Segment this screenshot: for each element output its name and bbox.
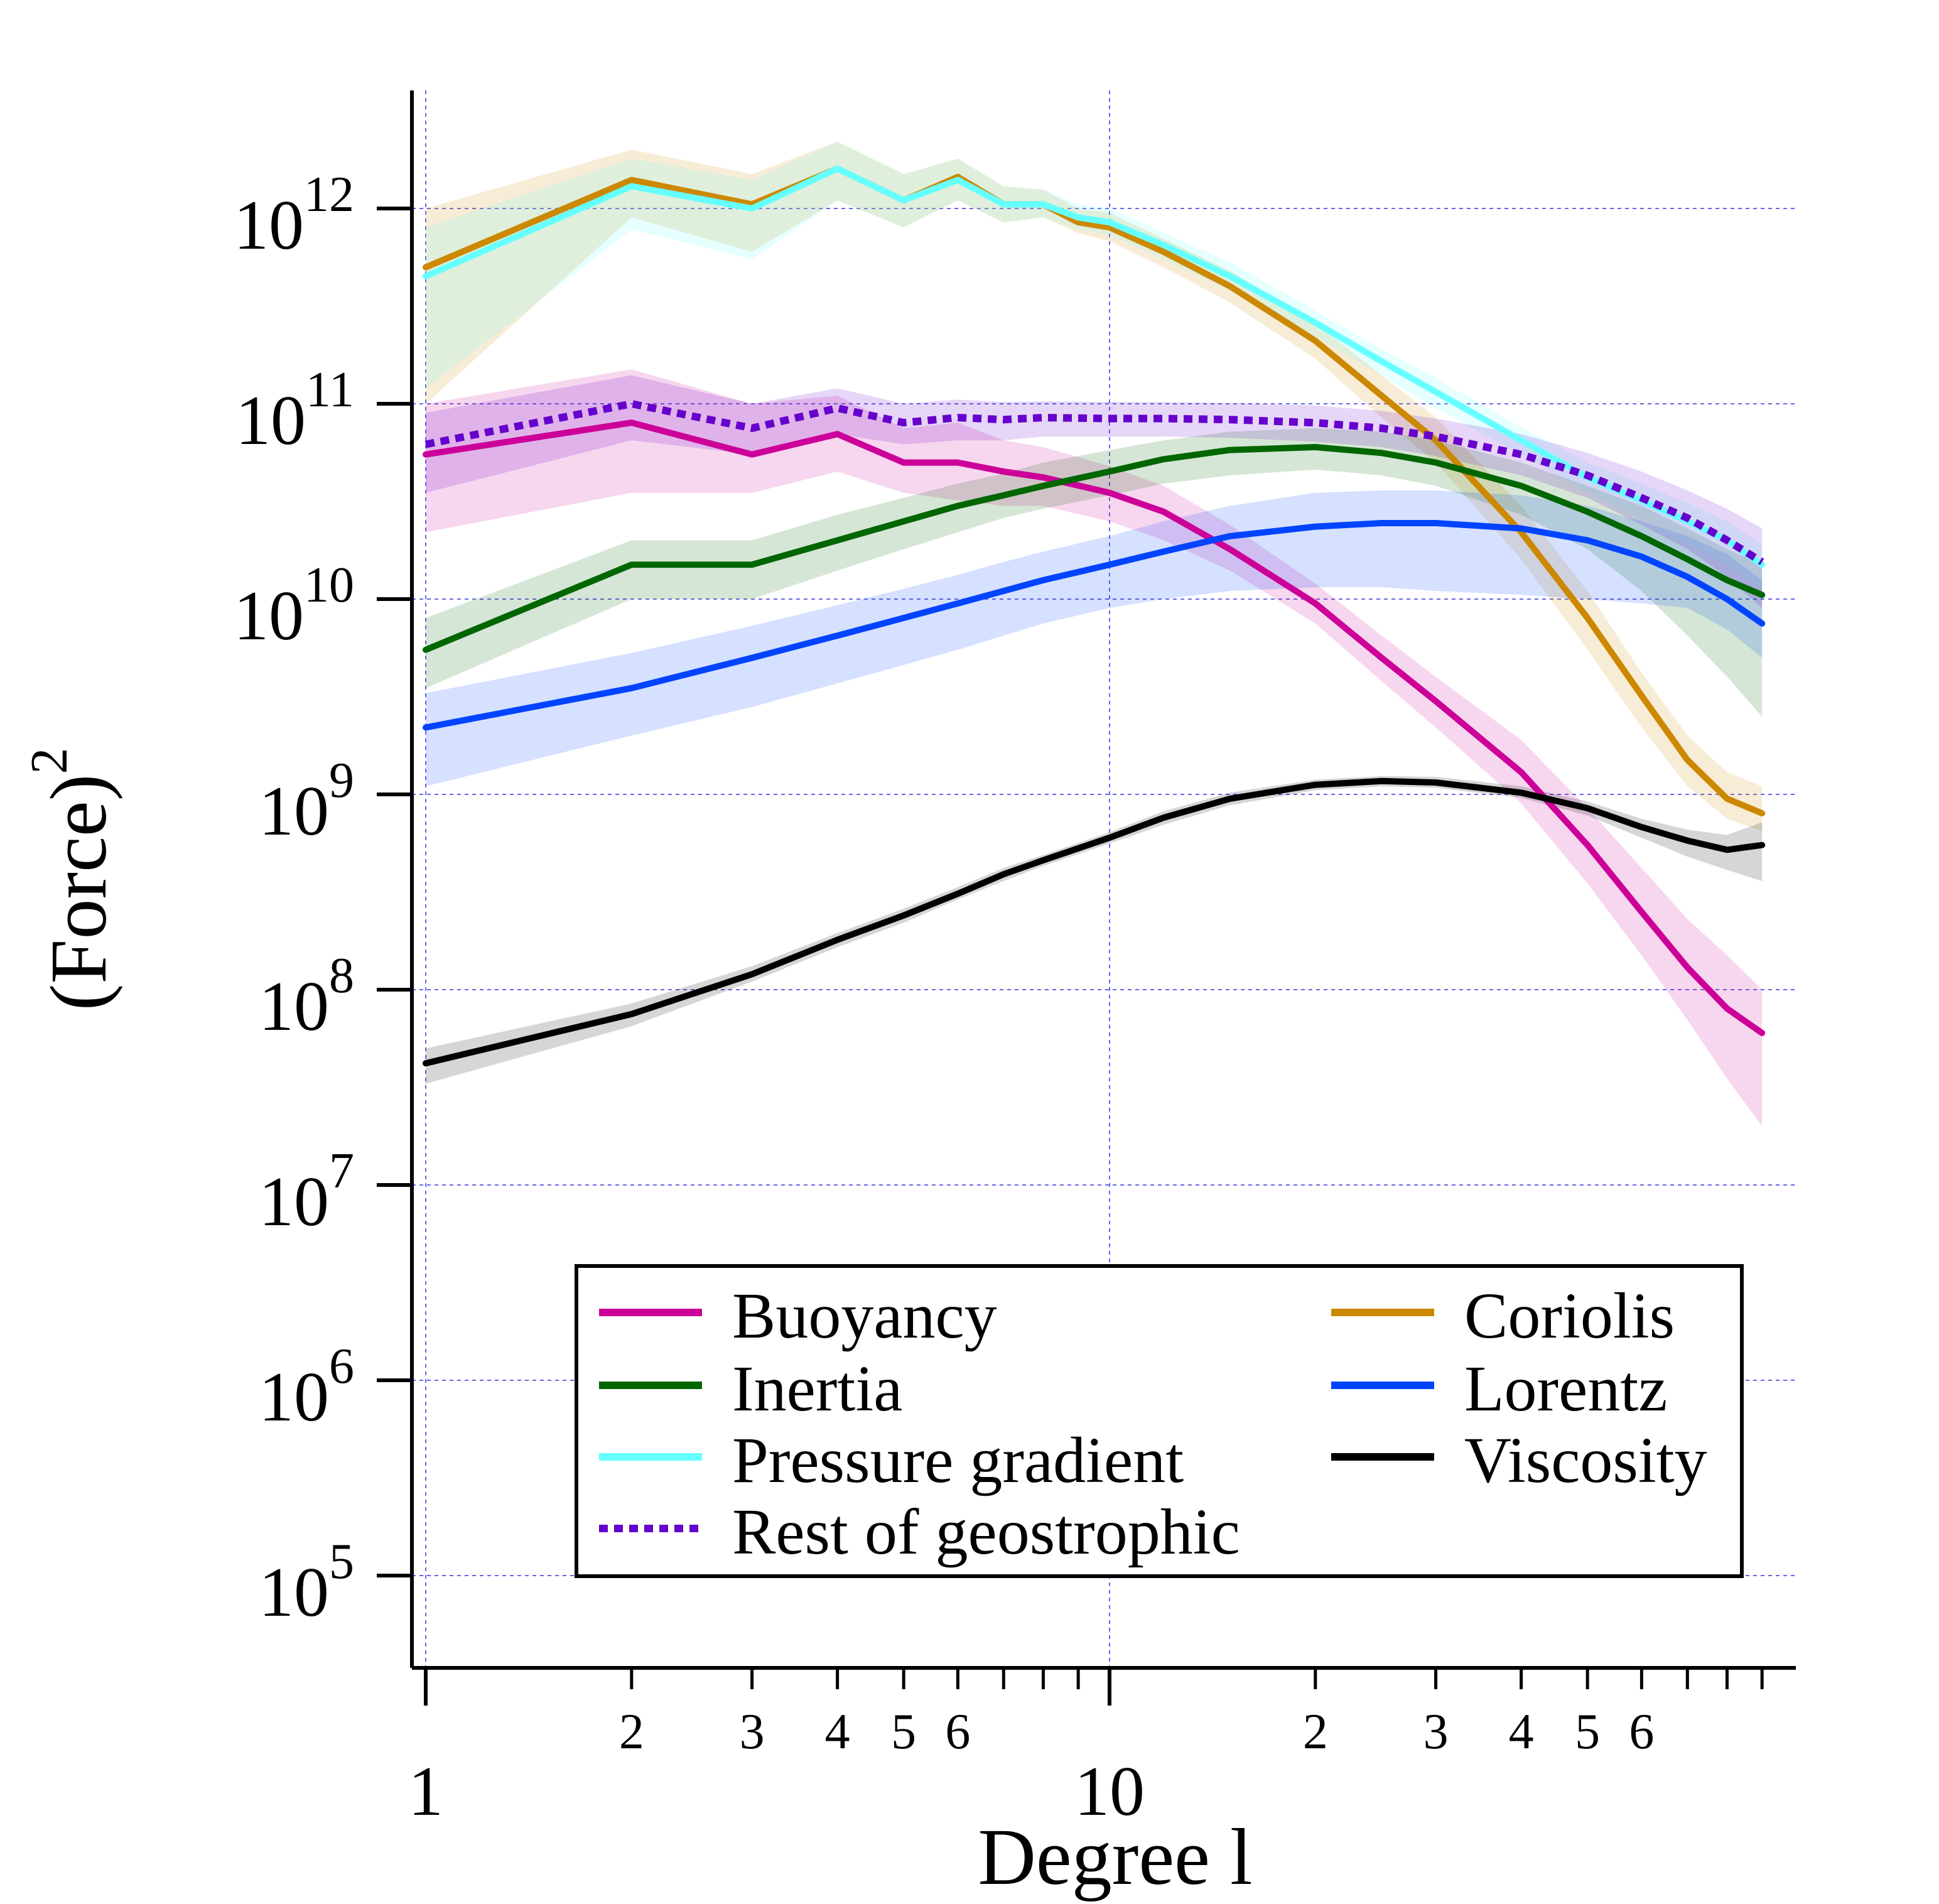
inertia-line bbox=[423, 444, 1766, 653]
x-minor-tick-label: 5 bbox=[891, 1704, 916, 1760]
y-tick-label-base: 10 bbox=[259, 772, 329, 850]
legend-label-viscosity: Viscosity bbox=[1464, 1424, 1707, 1496]
y-tick-label-base: 10 bbox=[235, 382, 306, 460]
x-minor-tick-label: 4 bbox=[1509, 1704, 1534, 1760]
x-minor-tick-label: 6 bbox=[945, 1704, 970, 1760]
y-tick-label: 1010 bbox=[234, 558, 354, 655]
legend-label-buoyancy: Buoyancy bbox=[732, 1280, 997, 1352]
y-tick-label-power: 7 bbox=[329, 1144, 354, 1199]
legend-box bbox=[575, 1264, 1744, 1578]
x-minor-tick-label: 5 bbox=[1575, 1704, 1600, 1760]
y-tick-label-power: 11 bbox=[306, 362, 354, 418]
viscosity-line bbox=[423, 777, 1766, 1067]
y-tick-label-base: 10 bbox=[259, 1554, 329, 1631]
y-tick-label-power: 6 bbox=[329, 1339, 354, 1394]
lorentz-band bbox=[426, 490, 1763, 787]
y-tick-label-power: 10 bbox=[304, 558, 354, 613]
y-tick-label-base: 10 bbox=[259, 968, 329, 1046]
inertia-band bbox=[426, 428, 1763, 717]
y-tick-label-base: 10 bbox=[234, 577, 304, 655]
y-tick-label-power: 5 bbox=[329, 1534, 354, 1589]
axes bbox=[410, 90, 1796, 1670]
viscosity-band bbox=[426, 776, 1763, 1084]
legend-label-pressure-gradient: Pressure gradient bbox=[732, 1424, 1184, 1496]
legend: Buoyancy Coriolis Inertia Lorentz Pressure g… bbox=[575, 1264, 1744, 1578]
y-axis-label-text: (Force) bbox=[34, 774, 123, 1011]
rest-of-geostrophic-line bbox=[424, 400, 1764, 565]
y-tick-label-power: 8 bbox=[329, 948, 354, 1003]
legend-label-inertia: Inertia bbox=[732, 1353, 902, 1425]
x-minor-tick-label: 2 bbox=[1303, 1704, 1328, 1760]
y-tick-label: 108 bbox=[259, 948, 354, 1046]
x-minor-tick-label: 6 bbox=[1629, 1704, 1654, 1760]
y-tick-label: 105 bbox=[259, 1534, 354, 1631]
legend-label-lorentz: Lorentz bbox=[1464, 1353, 1667, 1425]
x-minor-tick-label: 3 bbox=[740, 1704, 765, 1760]
pressure-gradient-line bbox=[423, 165, 1766, 568]
y-tick-label: 1011 bbox=[235, 362, 354, 460]
y-tick-label-base: 10 bbox=[234, 187, 304, 264]
series-lines bbox=[423, 165, 1766, 1067]
lorentz-line bbox=[423, 520, 1766, 731]
pressure-gradient-band bbox=[426, 141, 1763, 592]
x-minor-tick-label: 4 bbox=[825, 1704, 850, 1760]
y-axis-label-exponent: 2 bbox=[20, 748, 78, 774]
y-tick-label: 107 bbox=[259, 1144, 354, 1241]
y-tick-label: 1012 bbox=[234, 167, 354, 264]
y-tick-label-base: 10 bbox=[259, 1163, 329, 1241]
x-minor-tick-label: 3 bbox=[1423, 1704, 1449, 1760]
uncertainty-bands bbox=[426, 141, 1763, 1127]
y-tick-label-power: 12 bbox=[304, 167, 354, 222]
y-tick-label-power: 9 bbox=[329, 753, 354, 808]
y-tick-label: 106 bbox=[259, 1339, 354, 1436]
x-major-tick-label: 1 bbox=[408, 1753, 443, 1831]
x-minor-tick-label: 2 bbox=[619, 1704, 644, 1760]
buoyancy-line bbox=[423, 419, 1766, 1036]
legend-label-coriolis: Coriolis bbox=[1464, 1280, 1675, 1352]
y-tick-label-base: 10 bbox=[259, 1358, 329, 1436]
legend-label-rest-of-geostrophic: Rest of geostrophic bbox=[732, 1496, 1240, 1568]
x-axis-label: Degree l bbox=[978, 1812, 1252, 1901]
y-axis-label: (Force)2 bbox=[20, 748, 123, 1011]
x-major-tick-label: 10 bbox=[1074, 1753, 1145, 1831]
y-tick-label: 109 bbox=[259, 753, 354, 850]
